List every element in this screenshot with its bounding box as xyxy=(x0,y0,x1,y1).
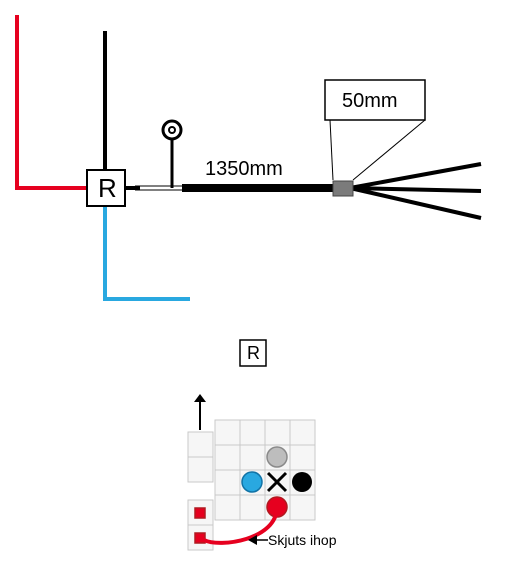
legend-r-label: R xyxy=(247,343,260,363)
cable-branch-0 xyxy=(350,164,481,188)
callout-text: 50mm xyxy=(342,90,398,112)
pin-blue xyxy=(242,472,262,492)
pin-silver xyxy=(267,447,287,467)
red-square-0 xyxy=(195,508,205,518)
callout-leader-2 xyxy=(353,120,425,180)
arrow-up-head xyxy=(194,394,206,402)
cable-joint xyxy=(333,181,353,196)
red-wire xyxy=(17,15,87,188)
side-cell-0 xyxy=(188,432,213,457)
pin-black xyxy=(292,472,312,492)
length-label: 1350mm xyxy=(205,158,283,180)
callout-leader-1 xyxy=(330,120,333,180)
r-box-label: R xyxy=(98,173,117,203)
black-wire xyxy=(105,31,140,188)
ring-hole xyxy=(169,127,175,133)
blue-wire xyxy=(105,205,190,299)
ring-terminal xyxy=(163,121,181,139)
legend-text: Skjuts ihop xyxy=(268,532,337,548)
side-cell-1 xyxy=(188,457,213,482)
